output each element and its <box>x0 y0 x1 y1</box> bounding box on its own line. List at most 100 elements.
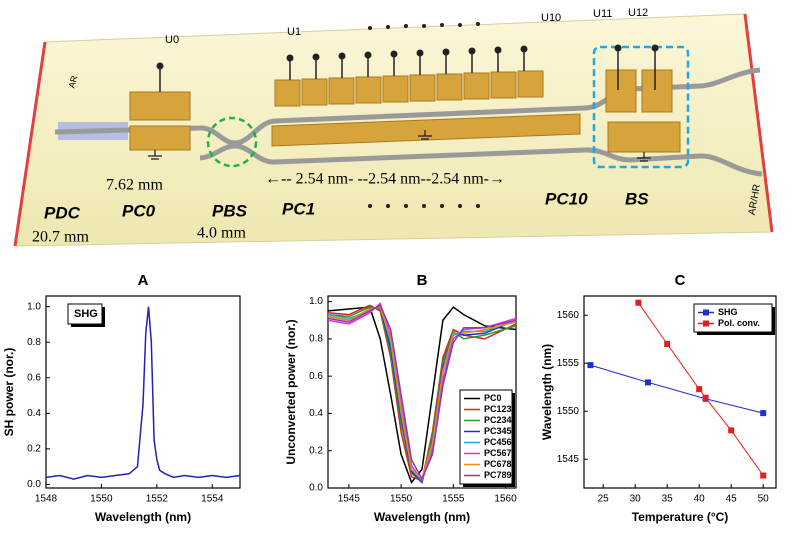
electrode <box>436 73 463 101</box>
legend-label: PC789 <box>484 470 512 480</box>
electrode <box>490 71 517 99</box>
facet-right <box>743 13 774 233</box>
chart: A 1548 1550 1552 1554 0.0 0.2 0.4 0.6 0.8 1.0 Wavel… <box>2 272 241 524</box>
x-tick-label: 45 <box>726 494 738 505</box>
series-line <box>327 306 517 481</box>
electrode-label: U10 <box>541 12 561 24</box>
marker <box>645 379 651 386</box>
electrode-label: U11 <box>593 8 612 20</box>
legend-box <box>459 389 513 485</box>
x-tick-label: 30 <box>630 494 642 505</box>
electrode-label: U0 <box>165 34 179 46</box>
section-label: PBS <box>212 201 248 220</box>
pin-heads <box>156 22 659 208</box>
marker <box>635 299 642 306</box>
electrode <box>271 113 581 147</box>
y-axis-label: Unconverted power (nor.) <box>284 319 298 464</box>
x-tick-label: 40 <box>694 494 706 505</box>
y-tick-label: 0.4 <box>27 408 41 419</box>
y-tick-label: 1.0 <box>27 301 41 312</box>
electrode <box>129 125 191 151</box>
length-label: 4.0 mm <box>197 225 246 242</box>
electrodes <box>129 69 681 153</box>
marker <box>587 362 594 369</box>
electrode <box>382 75 409 103</box>
waveguide <box>199 143 763 177</box>
series-line <box>327 304 517 481</box>
marker <box>664 341 671 347</box>
x-tick-label: 1552 <box>146 494 169 505</box>
y-tick-label: 0.2 <box>27 444 41 455</box>
marker <box>728 427 735 434</box>
x-axis-label: Temperature (°C) <box>632 510 729 524</box>
electrode <box>129 91 191 121</box>
x-axis-label: Wavelength (nm) <box>95 510 191 524</box>
chart: C 25 30 35 40 45 50 1545 1550 1555 1560 Temperature… <box>540 272 777 524</box>
legend-label: Pol. conv. <box>718 318 760 328</box>
legend-label: PC678 <box>484 459 512 469</box>
electrode <box>605 69 637 113</box>
electrode <box>607 121 681 153</box>
series-line <box>637 302 764 476</box>
electrode-label: U1 <box>287 26 301 38</box>
chart-title: C <box>675 272 686 289</box>
legend-box <box>67 303 103 325</box>
y-tick-label: 0.8 <box>27 337 41 348</box>
section-label: BS <box>625 189 649 208</box>
facet-label: AR/HR <box>747 183 763 216</box>
x-axis-label: Wavelength (nm) <box>374 510 470 524</box>
pbs-marker <box>206 116 258 168</box>
marker <box>702 394 709 401</box>
legend-box <box>693 303 773 333</box>
marker <box>760 472 767 479</box>
electrode <box>274 79 301 107</box>
electrode <box>328 77 355 105</box>
electrode <box>641 69 673 113</box>
y-tick-label: 1550 <box>557 406 580 417</box>
section-label: PC1 <box>282 199 315 218</box>
ground-symbols <box>148 130 651 162</box>
y-tick-label: 1545 <box>557 454 580 465</box>
x-tick-label: 25 <box>598 494 610 505</box>
electrode <box>409 74 436 102</box>
x-tick-label: 1560 <box>494 494 517 505</box>
x-tick-label: 1550 <box>90 494 113 505</box>
y-tick-label: 0.6 <box>309 371 323 382</box>
electrode <box>301 78 328 106</box>
legend-marker <box>703 309 709 316</box>
electrode <box>517 70 544 98</box>
legend-label: PC234 <box>484 415 512 425</box>
legend-label: PC567 <box>484 448 512 458</box>
x-tick-label: 50 <box>758 494 770 505</box>
chart-title: B <box>417 272 428 289</box>
y-axis-label: SH power (nor.) <box>2 348 16 437</box>
x-tick-label: 1555 <box>442 494 465 505</box>
legend-label: PC345 <box>484 426 512 436</box>
chart-title: A <box>138 272 149 289</box>
length-label: 20.7 mm <box>32 229 89 246</box>
electrode <box>463 72 490 100</box>
series-line <box>590 364 764 414</box>
x-tick-label: 1554 <box>201 494 224 505</box>
y-tick-label: 0.0 <box>27 479 41 490</box>
legend-label: PC456 <box>484 437 512 447</box>
legend-label: PC123 <box>484 404 512 414</box>
section-label: PDC <box>44 203 81 222</box>
facet-label: AR <box>67 74 80 89</box>
y-tick-label: 0.6 <box>27 372 41 383</box>
legend-label: SHG <box>74 308 98 320</box>
x-tick-label: 35 <box>662 494 674 505</box>
legend-label: PC0 <box>484 393 502 403</box>
marker <box>760 410 767 417</box>
marker <box>696 386 703 393</box>
waveguide <box>54 67 761 146</box>
y-tick-label: 1.0 <box>309 296 323 307</box>
legend-marker <box>703 320 709 327</box>
facet-left <box>13 41 47 247</box>
y-tick-label: 0.2 <box>309 445 323 456</box>
y-tick-label: 1560 <box>557 310 580 321</box>
section-label: PC10 <box>545 189 588 208</box>
y-tick-label: 1555 <box>557 358 580 369</box>
x-tick-label: 1548 <box>35 494 58 505</box>
